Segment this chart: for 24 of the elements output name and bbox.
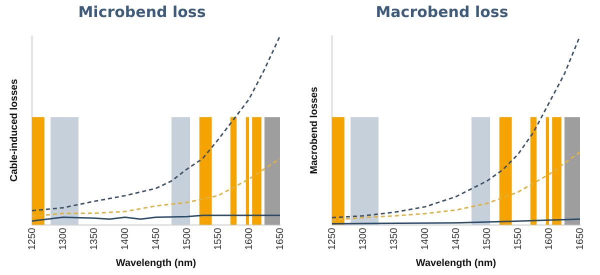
- x-tick-label: 1600: [544, 227, 555, 250]
- y-axis-title: Macrobend losses: [308, 86, 320, 174]
- x-tick-label: 1550: [212, 227, 224, 250]
- y-axis-title: Cable-induced losses: [8, 78, 20, 182]
- x-tick-label: 1250: [26, 227, 38, 250]
- x-tick-label: 1600: [244, 227, 255, 250]
- x-tick-label: 1450: [450, 227, 462, 250]
- x-tick-label: 1500: [182, 227, 193, 250]
- x-tick-label: 1400: [120, 227, 131, 250]
- x-tick-label: 1650: [574, 227, 586, 250]
- x-tick-label: 1250: [326, 227, 338, 250]
- x-tick-label: 1350: [388, 227, 400, 250]
- chart-title: Macrobend loss: [376, 2, 508, 21]
- x-tick-label: 1450: [150, 227, 162, 250]
- x-axis-title: Wavelength (nm): [116, 258, 196, 269]
- chart-title: Microbend loss: [78, 2, 206, 21]
- x-tick-label: 1650: [274, 227, 286, 250]
- x-tick-label: 1500: [482, 227, 493, 250]
- x-tick-label: 1400: [420, 227, 431, 250]
- x-tick-label: 1300: [58, 227, 69, 250]
- x-axis-title: Wavelength (nm): [416, 258, 496, 269]
- x-tick-label: 1550: [512, 227, 524, 250]
- x-tick-label: 1300: [358, 227, 369, 250]
- x-tick-label: 1350: [88, 227, 100, 250]
